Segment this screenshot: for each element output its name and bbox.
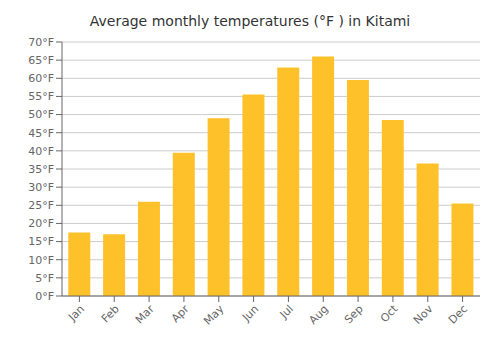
svg-text:25°F: 25°F [28,199,54,212]
svg-text:35°F: 35°F [28,163,54,176]
svg-text:Dec: Dec [446,302,470,326]
svg-text:Jan: Jan [65,302,87,324]
svg-text:Jun: Jun [239,302,261,324]
svg-text:65°F: 65°F [28,54,54,67]
svg-text:Oct: Oct [378,302,401,325]
svg-text:40°F: 40°F [28,145,54,158]
svg-text:Jul: Jul [277,302,296,321]
svg-text:30°F: 30°F [28,181,54,194]
svg-text:70°F: 70°F [28,36,54,49]
svg-text:60°F: 60°F [28,72,54,85]
svg-text:May: May [201,302,227,328]
svg-text:Aug: Aug [307,302,331,326]
svg-text:5°F: 5°F [35,272,54,285]
svg-text:10°F: 10°F [28,254,54,267]
svg-text:55°F: 55°F [28,90,54,103]
svg-text:Nov: Nov [411,302,436,327]
svg-text:Sep: Sep [342,302,366,326]
html-text:Average monthly temperatures (: Average monthly temperatures (°F ) in Ki… [89,13,411,29]
svg-text:15°F: 15°F [28,235,54,248]
svg-text:Feb: Feb [99,302,122,325]
svg-text:Mar: Mar [133,302,157,326]
svg-text:50°F: 50°F [28,108,54,121]
svg-text:Apr: Apr [169,302,192,325]
svg-text:45°F: 45°F [28,127,54,140]
svg-text:20°F: 20°F [28,217,54,230]
svg-text:0°F: 0°F [35,290,54,303]
